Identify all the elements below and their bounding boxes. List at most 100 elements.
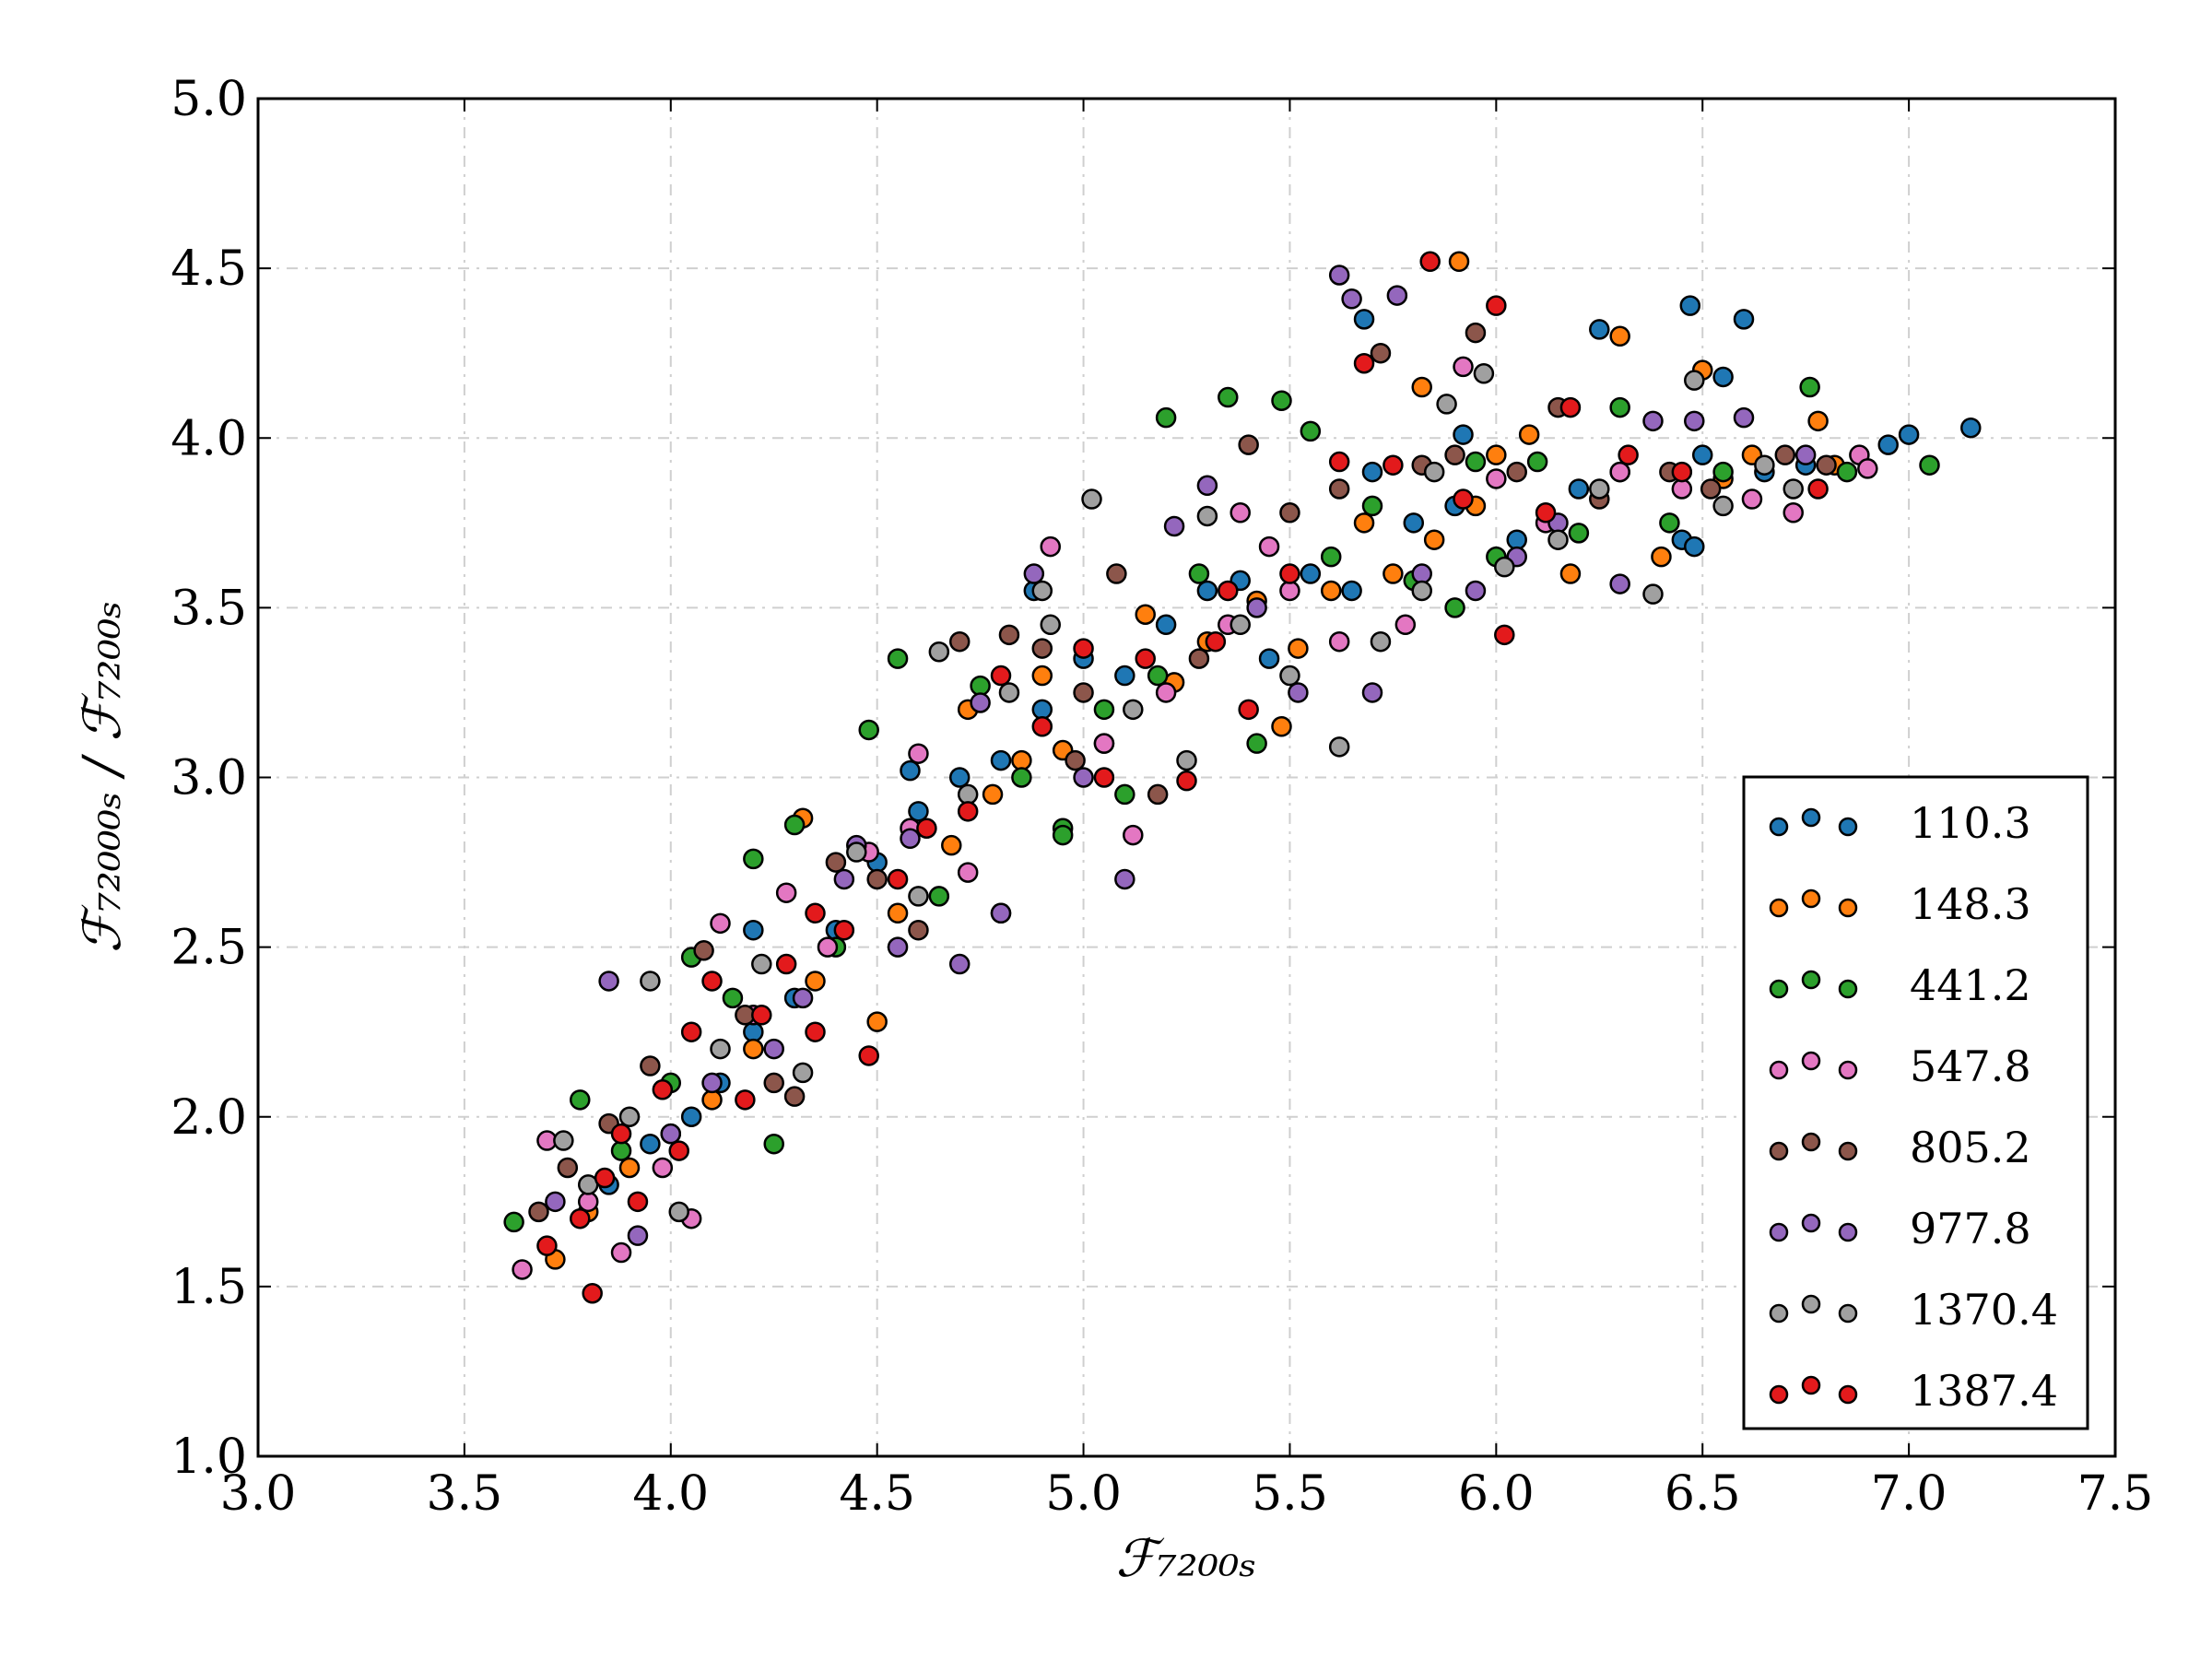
scatter-point xyxy=(858,719,879,741)
legend-label: 1387.4 xyxy=(1910,1366,2058,1416)
scatter-point xyxy=(928,641,950,663)
scatter-point xyxy=(775,882,797,903)
scatter-point xyxy=(1320,546,1342,568)
scatter-point xyxy=(990,902,1012,924)
scatter-point xyxy=(1684,535,1705,558)
scatter-point xyxy=(1712,495,1734,517)
scatter-point xyxy=(908,919,929,941)
scatter-point xyxy=(1341,288,1362,310)
scatter-point xyxy=(1960,417,1982,439)
scatter-point xyxy=(1370,630,1392,653)
scatter-point xyxy=(701,1072,723,1094)
scatter-point xyxy=(1279,580,1300,602)
scatter-point xyxy=(1526,451,1548,473)
scatter-point xyxy=(990,665,1012,687)
scatter-points xyxy=(503,251,1982,1304)
scatter-point xyxy=(1444,597,1465,618)
x-tick-label: 5.5 xyxy=(1252,1466,1328,1522)
scatter-point xyxy=(1486,468,1507,489)
scatter-point xyxy=(866,1011,888,1032)
scatter-point xyxy=(1328,478,1350,500)
axis-ticks: 3.0 3.5 4.0 4.5 5.0 5.5 6.0 6.5 7.0 7.5 1.0 1.5 2.0 2… xyxy=(171,72,2153,1522)
scatter-point xyxy=(1135,604,1156,625)
scatter-point xyxy=(763,1072,784,1094)
scatter-point xyxy=(887,648,909,669)
scatter-point xyxy=(1031,580,1053,602)
scatter-point xyxy=(1114,783,1135,806)
scatter-point xyxy=(1535,502,1557,524)
legend: 110.3 148.3 441.2 547.8 805.2 977.8 1370.4 1387… xyxy=(1742,775,2089,1430)
scatter-point xyxy=(1568,478,1590,500)
scatter-point xyxy=(1712,366,1734,388)
scatter-point xyxy=(1300,563,1322,584)
scatter-point xyxy=(512,1259,533,1280)
legend-marker xyxy=(1801,1051,1821,1071)
scatter-point xyxy=(618,1157,641,1179)
scatter-point xyxy=(805,971,826,992)
scatter-point xyxy=(1774,444,1796,465)
scatter-point xyxy=(1807,410,1829,432)
legend-marker xyxy=(1801,888,1821,909)
scatter-point xyxy=(751,1005,772,1026)
x-tick-label: 6.5 xyxy=(1665,1466,1741,1522)
scatter-point xyxy=(1353,309,1375,330)
scatter-point xyxy=(1589,478,1610,500)
scatter-point xyxy=(887,868,909,890)
scatter-point xyxy=(1031,638,1053,659)
scatter-point xyxy=(1684,370,1705,391)
scatter-point xyxy=(627,1225,649,1246)
scatter-point xyxy=(1642,583,1664,605)
scatter-point xyxy=(1040,535,1061,558)
scatter-point xyxy=(660,1123,682,1145)
scatter-point xyxy=(743,919,764,941)
scatter-point xyxy=(1453,424,1474,445)
x-tick-label: 3.0 xyxy=(220,1466,297,1522)
legend-marker xyxy=(1838,1384,1858,1405)
scatter-point xyxy=(1073,638,1094,659)
scatter-point xyxy=(941,834,962,856)
scatter-point xyxy=(1023,563,1045,584)
scatter-point xyxy=(1741,488,1763,510)
legend-marker xyxy=(1838,817,1858,837)
scatter-point xyxy=(1436,394,1457,415)
scatter-point xyxy=(1382,563,1404,584)
scatter-point xyxy=(1353,352,1375,374)
y-axis-label: ℱ₇₂₀₀₀ₛ / ℱ₇₂₀₀ₛ xyxy=(73,601,133,953)
scatter-point xyxy=(1279,563,1300,584)
scatter-point xyxy=(1205,630,1227,653)
scatter-point xyxy=(1106,563,1127,584)
scatter-point xyxy=(1258,648,1280,669)
scatter-point xyxy=(1816,454,1837,476)
scatter-point xyxy=(1486,444,1507,465)
scatter-point xyxy=(1341,580,1362,602)
scatter-point xyxy=(825,852,847,873)
scatter-point xyxy=(680,1021,702,1042)
scatter-point xyxy=(1031,699,1053,721)
scatter-point xyxy=(1382,454,1404,476)
scatter-point xyxy=(536,1235,558,1256)
legend-marker xyxy=(1801,1132,1821,1152)
scatter-point xyxy=(1568,523,1590,544)
legend-label: 547.8 xyxy=(1910,1041,2031,1091)
scatter-point xyxy=(1671,461,1693,483)
scatter-point xyxy=(1031,716,1053,737)
scatter-point xyxy=(1794,444,1817,465)
scatter-point xyxy=(970,692,991,713)
y-tick-label: 1.5 xyxy=(171,1260,247,1315)
legend-marker xyxy=(1769,1141,1789,1161)
scatter-point xyxy=(722,987,744,1009)
scatter-point xyxy=(1361,495,1383,517)
scatter-point xyxy=(990,749,1012,771)
legend-marker xyxy=(1769,1060,1789,1080)
scatter-point xyxy=(693,940,714,961)
scatter-point xyxy=(1163,515,1185,537)
scatter-point xyxy=(652,1157,674,1179)
scatter-point xyxy=(957,862,979,883)
scatter-point xyxy=(1836,461,1858,483)
scatter-point xyxy=(701,1089,723,1111)
scatter-point xyxy=(1328,630,1350,653)
scatter-point xyxy=(1114,665,1135,687)
scatter-point xyxy=(1135,648,1156,669)
scatter-point xyxy=(1712,461,1734,483)
